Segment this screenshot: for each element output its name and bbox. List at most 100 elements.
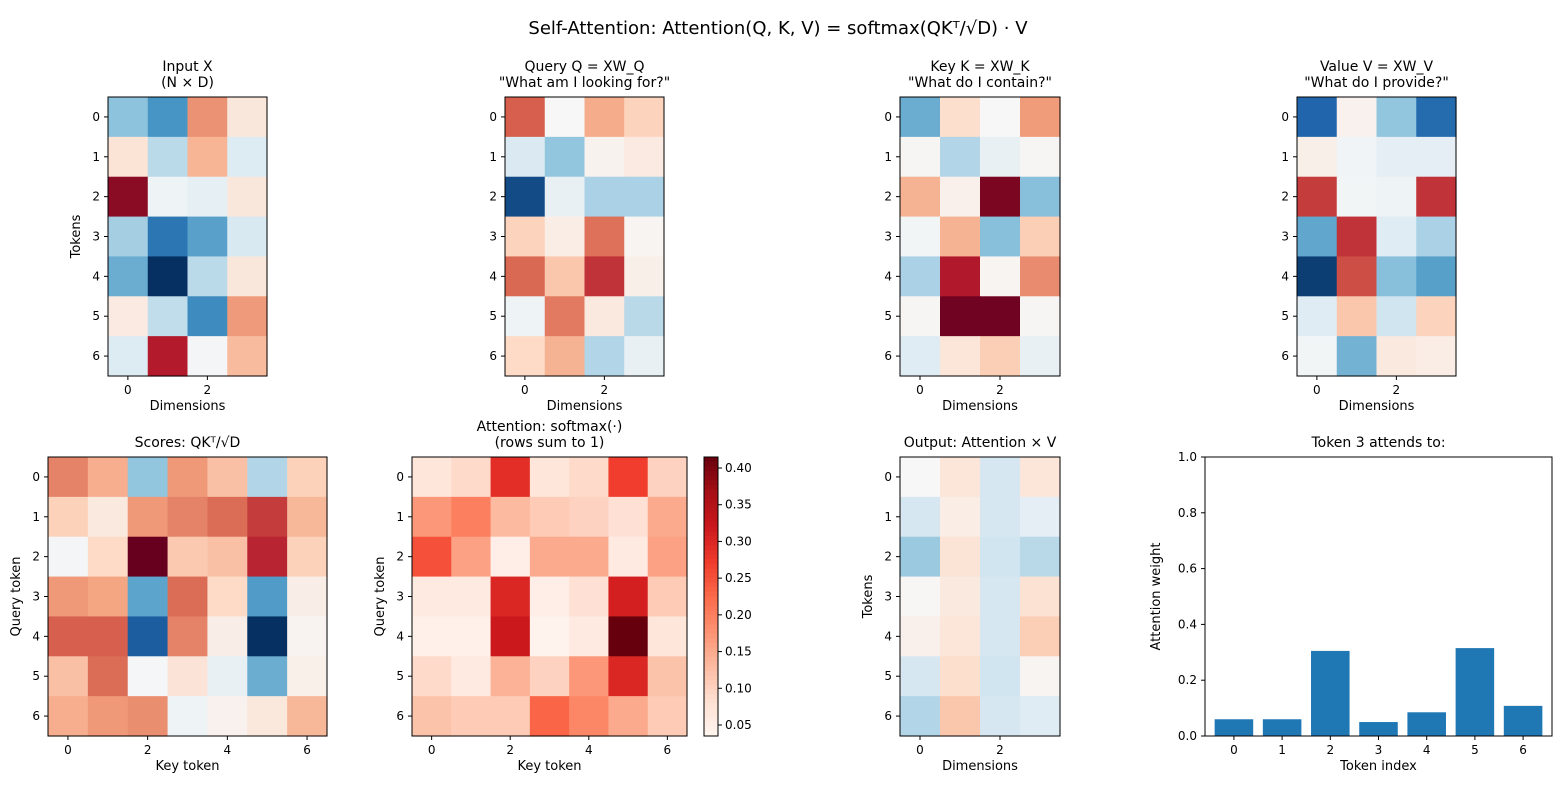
colorbar-segment (704, 712, 718, 718)
colorbar-segment (704, 475, 718, 481)
output-cell (980, 616, 1021, 657)
input-ytick-label: 5 (92, 309, 100, 323)
attention-cell (451, 696, 492, 737)
output-cell (1020, 496, 1061, 538)
attention-cell (529, 457, 570, 498)
value-title-line: "What do I provide?" (1304, 75, 1449, 91)
scores-cell (48, 496, 89, 538)
colorbar-segment (704, 694, 718, 700)
scores-cell (127, 616, 169, 657)
input-xlabel: Dimensions (150, 399, 226, 414)
output-cell (900, 496, 941, 538)
input-cell (108, 256, 149, 297)
attention-cell (569, 457, 610, 498)
input-cell (187, 296, 228, 337)
query-cell (624, 176, 665, 218)
scores-xtick-label: 6 (303, 743, 311, 757)
query-xtick-label: 0 (521, 383, 529, 397)
value-cell (1376, 216, 1417, 258)
query-title-line: "What am I looking for?" (499, 75, 670, 91)
input-cell (147, 97, 189, 138)
token3-xlabel: Token index (1339, 759, 1417, 774)
key-cell (1020, 216, 1061, 258)
panel-attention: 0 2 4 6 0 1 2 3 4 5 6 Key token Query token Attention… (373, 419, 752, 774)
query-cell (624, 216, 665, 258)
value-cell (1416, 136, 1457, 178)
scores-ytick-label: 3 (32, 590, 40, 604)
token3-xtick-label: 6 (1519, 743, 1527, 757)
output-ytick-label: 3 (884, 590, 892, 604)
input-cell (187, 216, 228, 258)
key-ytick-label: 4 (884, 269, 892, 283)
attention-cell (647, 536, 688, 578)
query-ytick-label: 2 (489, 190, 497, 204)
colorbar-segment (704, 708, 718, 714)
colorbar-segment (704, 568, 718, 574)
colorbar-segment (704, 684, 718, 691)
token3-bar (1214, 719, 1254, 736)
key-cell (900, 176, 941, 218)
colorbar-segment (704, 480, 718, 486)
colorbar-segment (704, 629, 718, 635)
value-ytick-label: 5 (1281, 309, 1289, 323)
token3-xtick-label: 1 (1278, 743, 1286, 757)
key-cell (940, 336, 981, 377)
colorbar-segment (704, 661, 718, 667)
attention-cell (569, 656, 610, 697)
panel-input: 0 2 0 1 2 3 4 5 6 Dimensions Tokens Input X(N × D) (69, 59, 268, 414)
output-cell (1020, 457, 1061, 498)
query-ytick-label: 6 (489, 349, 497, 363)
colorbar-segment (704, 563, 718, 570)
colorbar-segment (704, 457, 718, 463)
token3-frame (1204, 456, 1553, 737)
attention-cell (451, 656, 492, 697)
scores-cell (87, 656, 129, 697)
input-ytick-label: 0 (92, 110, 100, 124)
query-cell (584, 296, 625, 337)
query-cell (624, 256, 665, 297)
colorbar-segment (704, 526, 718, 532)
output-cell (900, 696, 941, 737)
colorbar-segment (704, 601, 718, 607)
attention-cell (569, 576, 610, 618)
scores-cell (127, 496, 169, 538)
query-cell (544, 176, 586, 218)
value-cell (1336, 97, 1378, 138)
scores-cell (287, 576, 328, 618)
query-cell (584, 336, 625, 377)
key-cell (900, 256, 941, 297)
attention-cell (569, 696, 610, 737)
key-cell (940, 256, 981, 297)
token3-ytick-label: 1.0 (1178, 450, 1197, 464)
token3-ytick-label: 0.0 (1178, 729, 1197, 743)
scores-cell (207, 496, 248, 538)
input-ylabel: Tokens (69, 214, 84, 259)
token3-xtick-label: 3 (1375, 743, 1383, 757)
value-cell (1336, 296, 1378, 337)
attention-cell (490, 616, 531, 657)
query-cell (624, 136, 665, 178)
input-cell (147, 256, 189, 297)
colorbar-segment (704, 680, 718, 686)
input-cell (147, 136, 189, 178)
value-ytick-label: 6 (1281, 349, 1289, 363)
colorbar-segment (704, 615, 718, 621)
input-cell (108, 216, 149, 258)
value-cell (1416, 296, 1457, 337)
key-cell (940, 296, 981, 337)
colorbar-segment (704, 643, 718, 649)
colorbar-segment (704, 489, 718, 495)
input-cell (108, 176, 149, 218)
token3-ytick-label: 0.4 (1178, 617, 1197, 631)
scores-cell (167, 457, 209, 498)
query-cell (505, 296, 546, 337)
scores-cell (48, 696, 89, 737)
value-cell (1336, 136, 1378, 178)
colorbar-segment (704, 638, 718, 644)
attention-cell (412, 457, 452, 498)
scores-cell (87, 616, 129, 657)
query-ytick-label: 5 (489, 309, 497, 323)
value-title-line: Value V = XW_V (1320, 59, 1434, 75)
input-ytick-label: 1 (92, 150, 100, 164)
attention-cell (608, 536, 649, 578)
